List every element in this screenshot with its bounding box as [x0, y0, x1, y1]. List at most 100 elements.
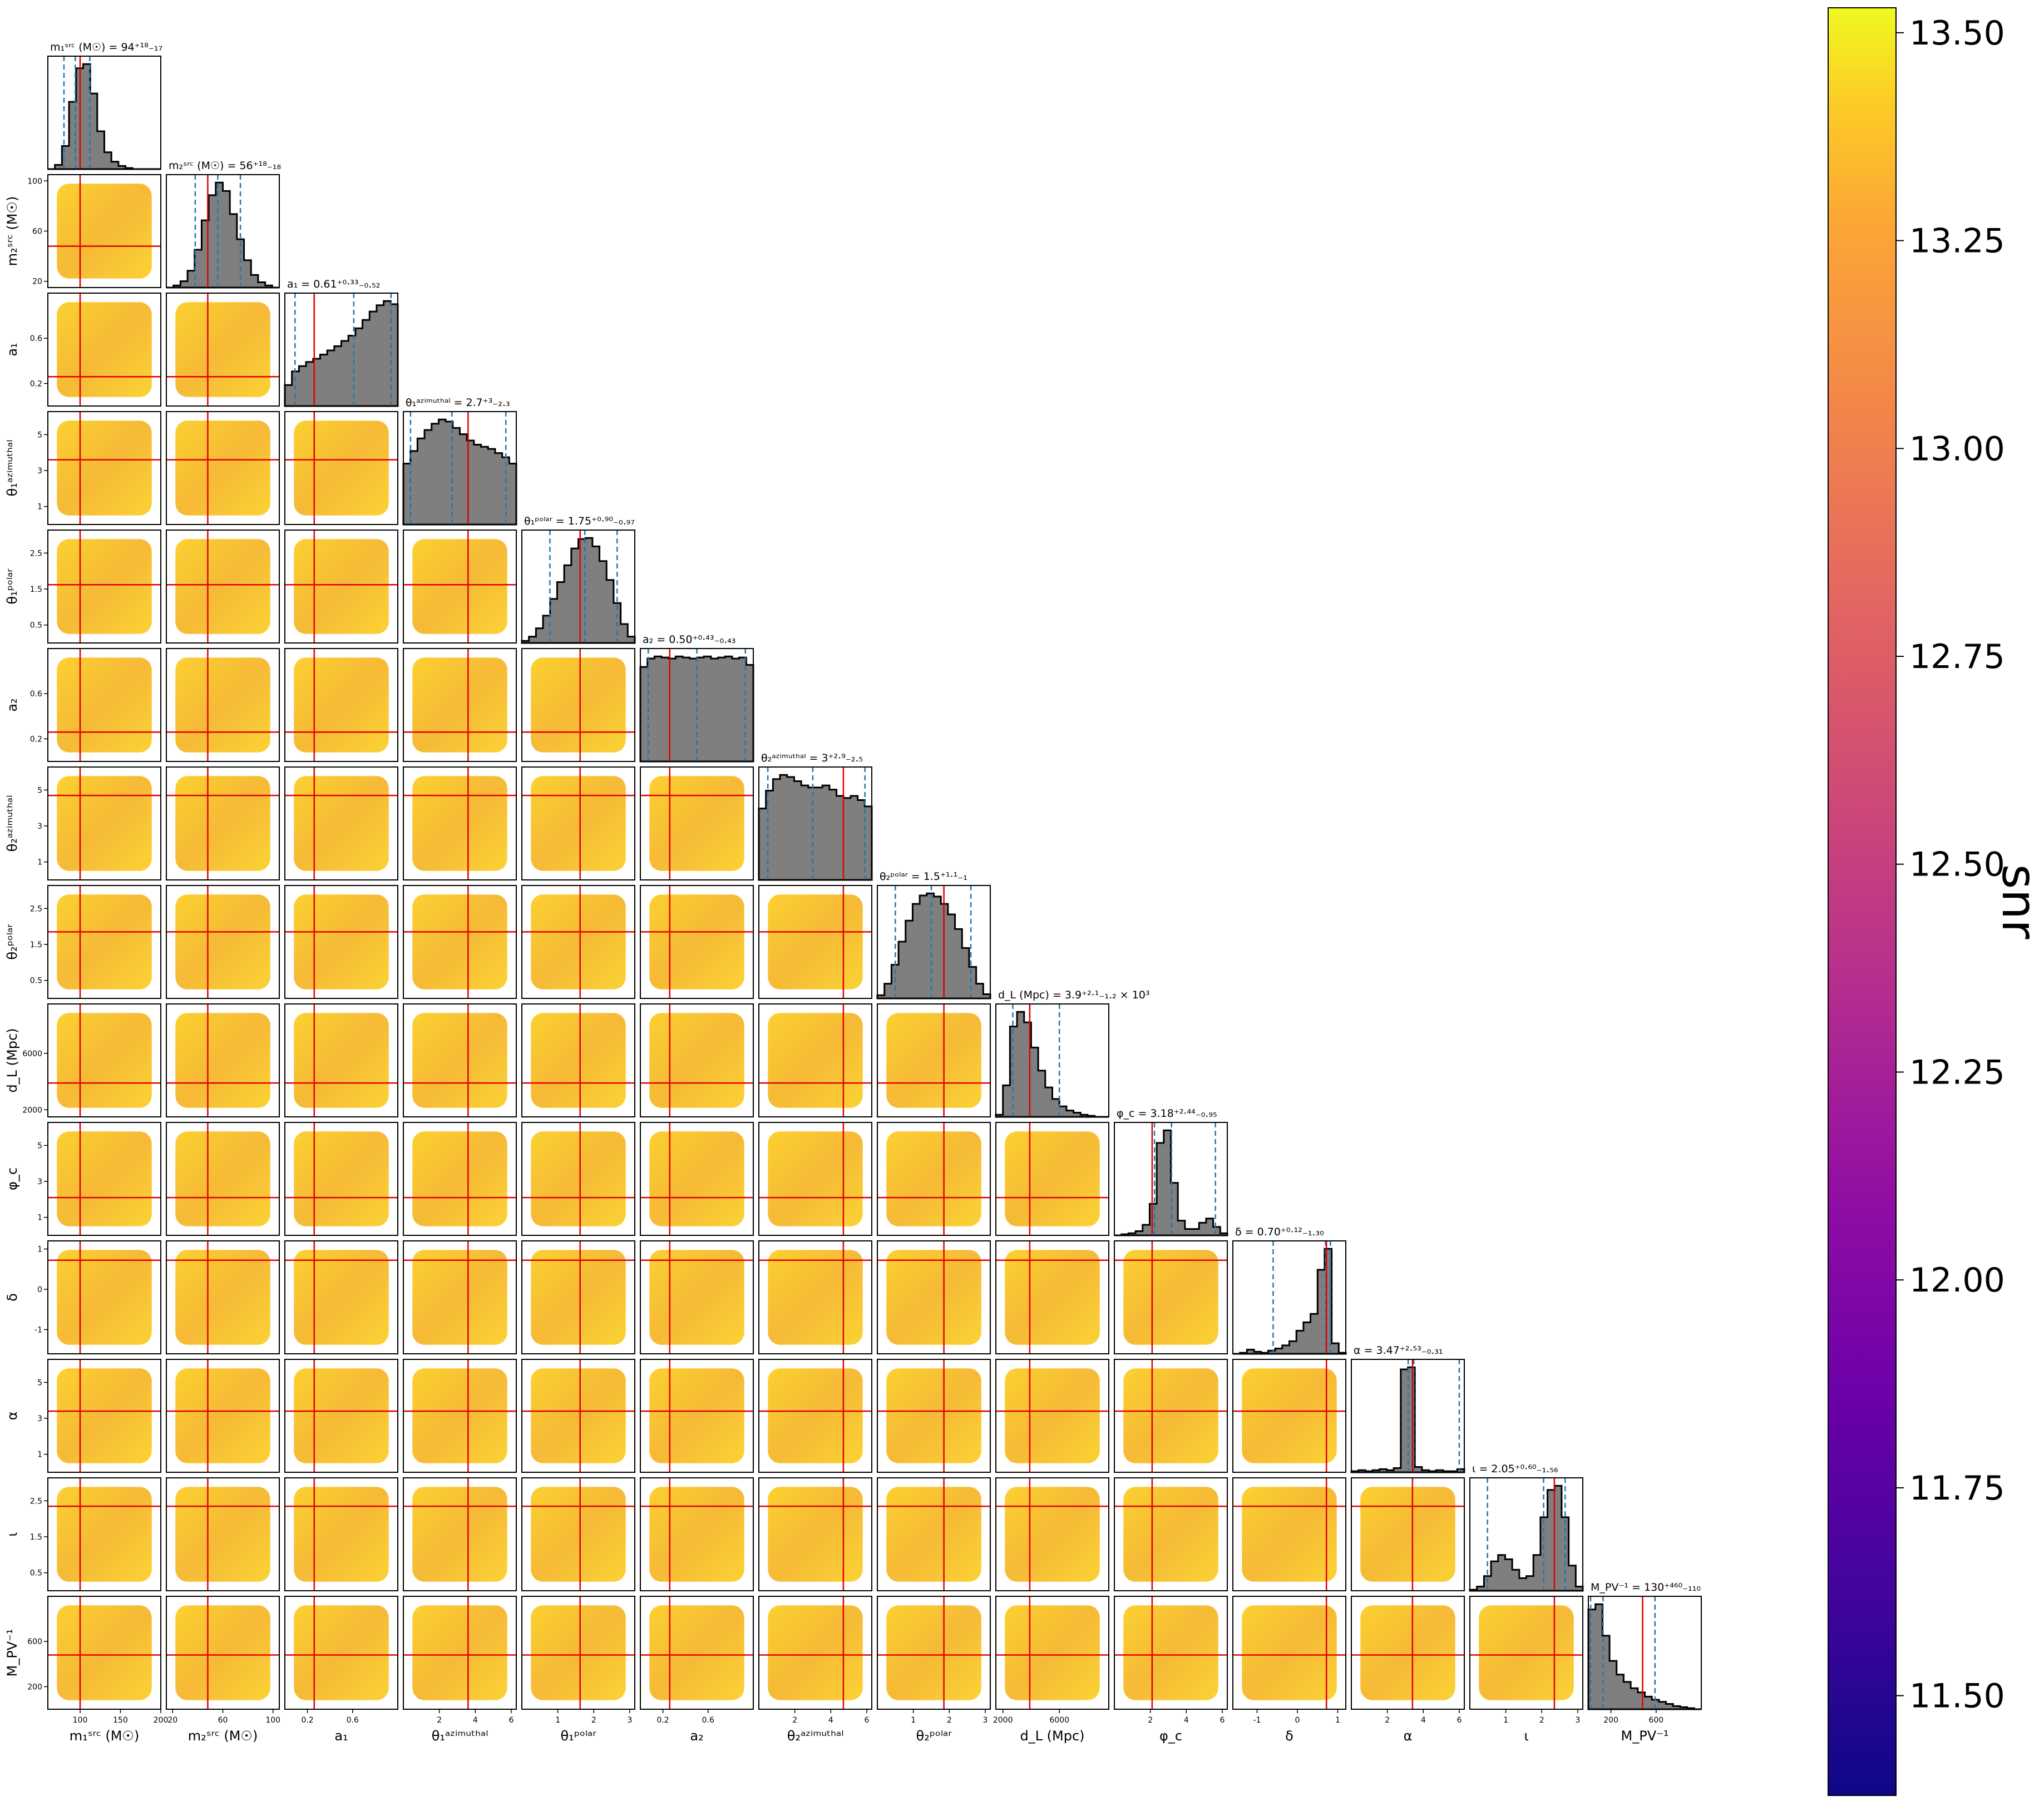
histogram-a1: [284, 300, 399, 407]
panel-frame-dl-a1: [284, 1003, 398, 1117]
ytick-label-delta-1: 1: [37, 1245, 42, 1254]
panel-frame-mpv-delta: [1232, 1596, 1346, 1710]
panel-frame-dl-m1: [47, 1003, 161, 1117]
density-t1a-m1: [57, 420, 152, 516]
density-mpv-t1a: [412, 1605, 507, 1700]
panel-frame-alpha-m1: [47, 1359, 161, 1473]
density-t1p-m2: [175, 539, 270, 634]
panel-a2-a1: [284, 648, 398, 762]
density-mpv-a2: [649, 1605, 744, 1700]
panel-frame-iota-dl: [995, 1477, 1109, 1591]
x-axis-label-t2p: θ₂ᵖᵒˡᵃʳ: [916, 1728, 952, 1744]
panel-alpha-m2: [166, 1359, 280, 1473]
density-delta-t1a: [412, 1250, 507, 1345]
xtick-label-dl-2000: 2000: [993, 1716, 1013, 1725]
panel-iota-t1a: [403, 1477, 517, 1591]
density-mpv-t2p: [886, 1605, 981, 1700]
ytick-label-t2a-3: 3: [37, 822, 42, 831]
panel-frame-a2-t1a: [403, 648, 517, 762]
density-a1-m1: [57, 302, 152, 397]
panel-frame-phic-dl: [995, 1122, 1109, 1236]
panel-frame-alpha-a1: [284, 1359, 398, 1473]
panel-frame-alpha-t1p: [521, 1359, 635, 1473]
density-iota-m1: [57, 1487, 152, 1582]
panel-frame-delta-t2p: [877, 1240, 991, 1354]
panel-frame-delta-phic: [1114, 1240, 1228, 1354]
panel-dl-t2p: [877, 1003, 991, 1117]
panel-a2-t1a: [403, 648, 517, 762]
y-axis-label-t1a: θ₁ᵃᶻⁱᵐᵘᵗʰᵃˡ: [4, 440, 20, 497]
density-t1p-m1: [57, 539, 152, 634]
ytick-label-phic-1: 1: [37, 1214, 42, 1223]
histogram-mpv: [1587, 1603, 1701, 1710]
density-alpha-m1: [57, 1368, 152, 1463]
density-iota-m2: [175, 1487, 270, 1582]
panel-dl-m2: [166, 1003, 280, 1117]
y-axis-label-a1: a₁: [4, 343, 20, 356]
ytick-label-alpha-1: 1: [37, 1451, 42, 1459]
panel-t1a-t1a: θ₁ᵃᶻⁱᵐᵘᵗʰᵃˡ = 2.7⁺³₋₂.₃: [402, 397, 517, 526]
density-delta-m2: [175, 1250, 270, 1345]
xtick-label-phic-4: 4: [1184, 1716, 1189, 1725]
density-alpha-dl: [1005, 1368, 1100, 1463]
y-axis-label-m2: m₂ˢʳᶜ (M☉): [4, 196, 20, 266]
panel-t1p-m2: [166, 530, 280, 644]
panel-iota-phic: [1114, 1477, 1228, 1591]
xtick-label-iota-1: 1: [1503, 1716, 1508, 1725]
density-delta-t2p: [886, 1250, 981, 1345]
panel-title-t2a: θ₂ᵃᶻⁱᵐᵘᵗʰᵃˡ = 3⁺²·⁹₋₂.₅: [761, 752, 863, 764]
density-iota-alpha: [1360, 1487, 1455, 1582]
density-mpv-alpha: [1360, 1605, 1455, 1700]
ytick-label-delta--1: -1: [34, 1326, 42, 1335]
density-iota-t2p: [886, 1487, 981, 1582]
density-phic-t2a: [768, 1131, 863, 1226]
panel-a2-m1: 0.2 0.6 a₂: [4, 648, 161, 762]
panel-t2p-m1: 0.5 1.5 2.5 θ₂ᵖᵒˡᵃʳ: [4, 885, 161, 999]
xtick-label-iota-3: 3: [1575, 1716, 1580, 1725]
panel-frame-dl-t2p: [877, 1003, 991, 1117]
density-phic-m2: [175, 1131, 270, 1226]
xtick-label-delta-0: 0: [1295, 1716, 1300, 1725]
x-axis-label-dl: d_L (Mpc): [1020, 1728, 1084, 1744]
panel-frame-alpha-t2a: [758, 1359, 872, 1473]
ytick-label-t1p-2.5: 2.5: [30, 549, 42, 558]
xtick-label-m2-20: 20: [167, 1716, 177, 1725]
panel-t1p-t1p: θ₁ᵖᵒˡᵃʳ = 1.75⁺⁰·⁹⁰₋₀.₉₇: [521, 515, 636, 644]
panel-delta-dl: [995, 1240, 1109, 1354]
density-t2a-a1: [294, 776, 389, 871]
ytick-label-alpha-5: 5: [37, 1378, 42, 1387]
density-delta-dl: [1005, 1250, 1100, 1345]
density-a2-t1a: [412, 657, 507, 753]
density-delta-m1: [57, 1250, 152, 1345]
panel-frame-t2a-t1a: [403, 766, 517, 880]
xtick-label-t1a-4: 4: [473, 1716, 478, 1725]
xtick-label-m1-100: 100: [73, 1716, 88, 1725]
density-iota-delta: [1242, 1487, 1337, 1582]
panel-frame-delta-t1a: [403, 1240, 517, 1354]
panel-frame-phic-t2p: [877, 1122, 991, 1236]
panel-frame-delta-t2a: [758, 1240, 872, 1354]
xtick-label-m2-60: 60: [218, 1716, 228, 1725]
panel-t2p-t1p: [521, 885, 635, 999]
ytick-label-t2p-2.5: 2.5: [30, 904, 42, 913]
panel-title-a2: a₂ = 0.50⁺⁰·⁴³₋₀.₄₃: [643, 634, 735, 646]
colorbar-tick-label-4: 12.50: [1909, 845, 2005, 884]
y-axis-label-mpv: M_PV⁻¹: [4, 1629, 20, 1677]
colorbar-tick-label-5: 12.75: [1909, 637, 2005, 676]
panel-dl-dl: d_L (Mpc) = 3.9⁺²·¹₋₁.₂ × 10³: [995, 989, 1150, 1118]
ytick-label-t2p-0.5: 0.5: [30, 977, 42, 986]
panel-delta-a2: [640, 1240, 754, 1354]
density-phic-m1: [57, 1131, 152, 1226]
colorbar: 11.50 11.75 12.00 12.25 12.50 12.75 13.00 13.25…: [1828, 7, 2044, 1796]
xtick-label-t2p-1: 1: [911, 1716, 916, 1725]
panel-frame-a2-a2: [640, 648, 754, 762]
panel-frame-dl-t2a: [758, 1003, 872, 1117]
y-axis-label-dl: d_L (Mpc): [4, 1028, 20, 1092]
panel-frame-t1p-m2: [166, 530, 280, 644]
panel-frame-alpha-a2: [640, 1359, 754, 1473]
panel-delta-m2: [166, 1240, 280, 1354]
panel-frame-phic-phic: [1114, 1122, 1228, 1236]
panel-frame-t2a-a2: [640, 766, 754, 880]
panel-alpha-phic: [1114, 1359, 1228, 1473]
